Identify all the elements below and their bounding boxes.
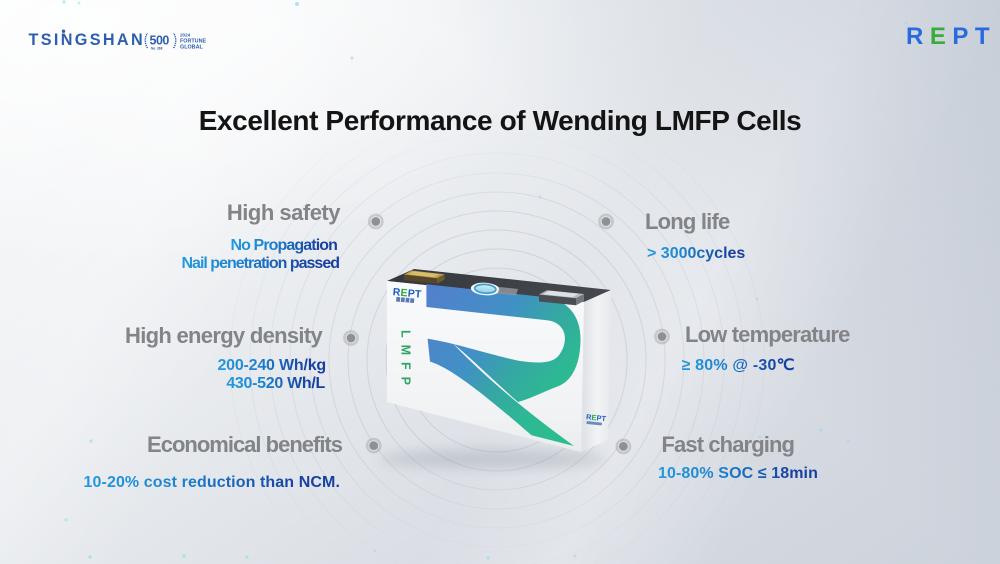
svg-text:REPT: REPT	[586, 412, 607, 423]
svg-text:LMFP: LMFP	[399, 330, 413, 392]
svg-text:REPT: REPT	[392, 286, 422, 301]
svg-text:2024: 2024	[180, 33, 191, 38]
svg-text:GLOBAL: GLOBAL	[180, 45, 203, 51]
svg-text:FORTUNE: FORTUNE	[180, 39, 206, 45]
svg-text:No. 368: No. 368	[151, 47, 163, 51]
svg-text:500: 500	[150, 34, 170, 48]
svg-text:TSINGSHAN: TSINGSHAN	[29, 31, 145, 49]
